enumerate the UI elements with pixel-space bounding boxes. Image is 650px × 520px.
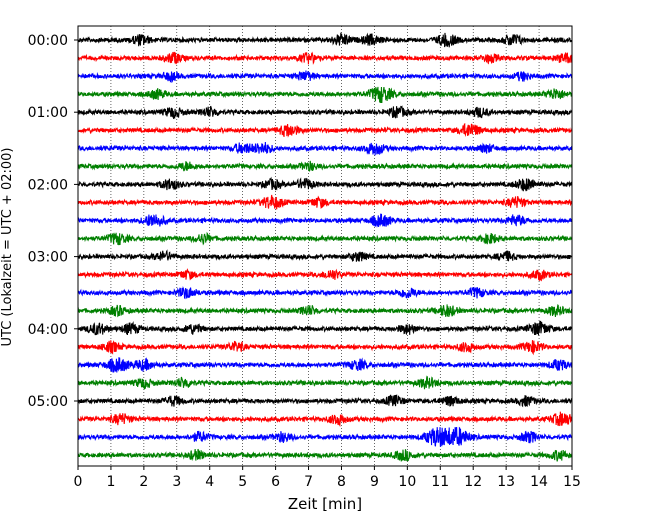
trace-0545 — [77, 448, 573, 462]
trace-0415 — [77, 340, 573, 356]
y-tick-label-05:00: 05:00 — [28, 394, 68, 410]
trace-0100 — [77, 105, 573, 120]
y-tick-label-04:00: 04:00 — [28, 322, 68, 338]
y-tick-label-03:00: 03:00 — [28, 250, 68, 266]
trace-0045 — [77, 86, 573, 104]
y-tick-label-00:00: 00:00 — [28, 33, 68, 49]
trace-0015 — [77, 51, 573, 65]
y-tick-label-01:00: 01:00 — [28, 105, 68, 121]
x-tick-label-10: 10 — [398, 474, 416, 490]
trace-0245 — [77, 231, 573, 246]
trace-0145 — [77, 160, 573, 172]
x-tick-label-3: 3 — [172, 474, 181, 490]
x-tick-label-8: 8 — [337, 474, 346, 490]
y-tick-label-02:00: 02:00 — [28, 177, 68, 193]
trace-0030 — [77, 70, 573, 84]
x-tick-label-2: 2 — [139, 474, 148, 490]
x-tick-label-14: 14 — [530, 474, 548, 490]
trace-0230 — [77, 213, 573, 228]
x-tick-label-12: 12 — [464, 474, 482, 490]
x-axis-label: Zeit [min] — [288, 495, 362, 513]
trace-0345 — [77, 304, 573, 318]
trace-0200 — [77, 176, 573, 192]
trace-0400 — [77, 320, 573, 336]
x-tick-label-7: 7 — [304, 474, 313, 490]
x-axis-ticks: 0 1 2 3 4 5 6 7 8 9 10 11 12 13 14 15 — [74, 466, 581, 490]
x-tick-label-0: 0 — [74, 474, 83, 490]
plot-frame — [77, 25, 573, 467]
trace-0000 — [77, 32, 573, 48]
trace-0115 — [77, 122, 573, 138]
trace-0330 — [77, 286, 573, 300]
trace-0515 — [77, 411, 573, 428]
x-tick-label-9: 9 — [370, 474, 379, 490]
x-tick-label-11: 11 — [431, 474, 449, 490]
x-tick-label-1: 1 — [106, 474, 115, 490]
plot-background — [78, 26, 572, 466]
seismogram-traces — [77, 32, 573, 462]
trace-0130 — [77, 142, 573, 156]
y-axis-ticks: 00:00 01:00 02:00 03:00 04:00 05:00 — [28, 33, 78, 410]
x-tick-label-6: 6 — [271, 474, 280, 490]
x-tick-label-13: 13 — [497, 474, 515, 490]
trace-0445 — [77, 375, 573, 390]
y-axis-label: UTC (Lokalzeit = UTC + 02:00) — [0, 148, 15, 347]
trace-0430 — [77, 357, 573, 373]
trace-0300 — [77, 249, 573, 262]
vertical-grid — [110, 26, 540, 466]
trace-0500 — [77, 394, 573, 408]
x-tick-label-4: 4 — [205, 474, 214, 490]
trace-0215 — [77, 194, 573, 210]
x-tick-label-15: 15 — [563, 474, 581, 490]
trace-0315 — [77, 268, 573, 282]
x-tick-label-5: 5 — [238, 474, 247, 490]
trace-0530 — [77, 426, 573, 447]
